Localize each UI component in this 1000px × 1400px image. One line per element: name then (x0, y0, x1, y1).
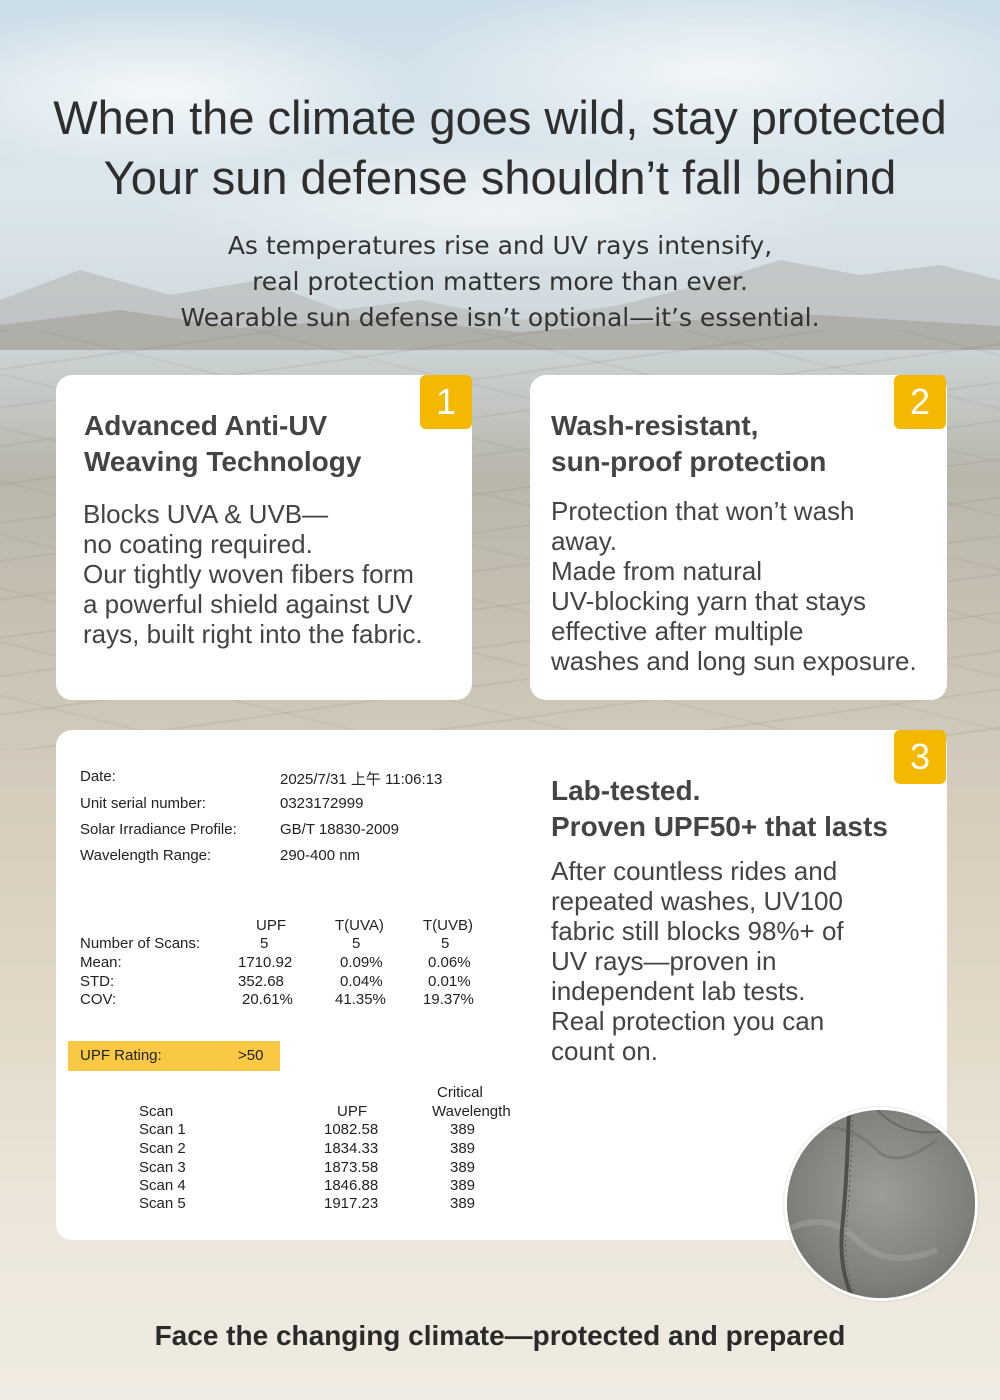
scan-upf: 1082.58 (324, 1121, 379, 1138)
scan-header: UPF (337, 1103, 367, 1120)
card-number-badge: 2 (894, 375, 946, 429)
scan-name: Scan 5 (139, 1195, 186, 1212)
report-value: 2025/7/31 上午 11:06:13 (280, 771, 443, 788)
upf-rating-highlight (68, 1041, 280, 1071)
card-body: Blocks UVA & UVB— no coating required. O… (83, 499, 423, 649)
headline-line-2: Your sun defense shouldn’t fall behind (103, 151, 897, 204)
stats-label: COV: (80, 991, 117, 1008)
stats-value: 0.04% (340, 973, 383, 990)
card-body-line: count on. (551, 1036, 658, 1066)
stats-value: 352.68 (238, 973, 284, 990)
scan-upf: 1846.88 (324, 1177, 379, 1194)
card-title: Wash-resistant, sun-proof protection (551, 408, 826, 480)
stats-value: 5 (260, 935, 269, 952)
card-number-badge: 3 (894, 730, 946, 784)
headline-line-1: When the climate goes wild, stay protect… (53, 91, 947, 144)
subheadline: As temperatures rise and UV rays intensi… (0, 228, 1000, 336)
report-value: 290-400 nm (280, 847, 361, 864)
report-label: Unit serial number: (80, 795, 206, 812)
stats-label: Mean: (80, 954, 122, 971)
subheadline-line-1: As temperatures rise and UV rays intensi… (227, 231, 773, 260)
card-body-line: independent lab tests. (551, 976, 806, 1006)
scan-header: Wavelength (432, 1103, 511, 1120)
card-body-line: fabric still blocks 98%+ of (551, 916, 844, 946)
report-value: 0323172999 (280, 795, 364, 812)
card-body-line: a powerful shield against UV (83, 589, 413, 619)
lab-test-report: Date: 2025/7/31 上午 11:06:13 Unit serial … (56, 730, 536, 1240)
subheadline-line-2: real protection matters more than ever. (252, 267, 748, 296)
report-label: Wavelength Range: (80, 847, 212, 864)
card-title-line: Lab-tested. (551, 775, 701, 806)
scan-header: Scan (139, 1103, 174, 1120)
stats-value: 5 (352, 935, 361, 952)
card-body-line: UV rays—proven in (551, 946, 777, 976)
scan-upf: 1834.33 (324, 1140, 379, 1157)
scan-name: Scan 1 (139, 1121, 186, 1138)
card-body-line: Made from natural (551, 556, 762, 586)
jacket-fabric-illustration (787, 1110, 975, 1298)
report-label: Solar Irradiance Profile: (80, 821, 237, 838)
card-body: Protection that won’t wash away. Made fr… (551, 496, 917, 676)
stats-value: 20.61% (242, 991, 293, 1008)
card-body-line: UV-blocking yarn that stays (551, 586, 867, 616)
card-title-line: Weaving Technology (84, 446, 362, 477)
stats-value: 0.09% (340, 954, 383, 971)
card-body-line: repeated washes, UV100 (551, 886, 843, 916)
scan-cw: 389 (450, 1140, 476, 1157)
scan-upf: 1917.23 (324, 1195, 379, 1212)
scan-upf: 1873.58 (324, 1159, 379, 1176)
stats-value: 19.37% (423, 991, 474, 1008)
jacket-fabric-photo (784, 1107, 978, 1301)
card-body-line: After countless rides and (551, 856, 838, 886)
card-body-line: Real protection you can (551, 1006, 825, 1036)
card-title-line: Proven UPF50+ that lasts (551, 811, 888, 842)
scan-name: Scan 4 (139, 1177, 186, 1194)
card-body-line: Blocks UVA & UVB— (83, 499, 329, 529)
card-body-line: away. (551, 526, 617, 556)
mountain-silhouette (0, 260, 1000, 350)
stats-value: 41.35% (335, 991, 386, 1008)
stats-value: 5 (441, 935, 450, 952)
stats-label: STD: (80, 973, 115, 990)
page-headline: When the climate goes wild, stay protect… (0, 88, 1000, 208)
card-title: Advanced Anti-UV Weaving Technology (84, 408, 361, 480)
scan-name: Scan 2 (139, 1140, 186, 1157)
report-label: Date: (80, 768, 116, 785)
stats-value: 1710.92 (238, 954, 293, 971)
report-value: GB/T 18830-2009 (280, 821, 399, 838)
stats-header: UPF (256, 917, 286, 934)
scan-cw: 389 (450, 1177, 476, 1194)
subheadline-line-3: Wearable sun defense isn’t optional—it’s… (180, 303, 820, 332)
card-body-line: Protection that won’t wash (551, 496, 855, 526)
feature-card-2: 2 Wash-resistant, sun-proof protection P… (530, 375, 947, 700)
card-title-line: sun-proof protection (551, 446, 827, 477)
stats-value: 0.06% (428, 954, 471, 971)
card-body-line: effective after multiple (551, 616, 804, 646)
card-title-line: Wash-resistant, (551, 410, 759, 441)
card-body-line: washes and long sun exposure. (551, 646, 917, 676)
card-title: Lab-tested. Proven UPF50+ that lasts (551, 773, 888, 845)
stats-header: T(UVA) (335, 917, 384, 934)
stats-label: Number of Scans: (80, 935, 201, 952)
feature-card-1: 1 Advanced Anti-UV Weaving Technology Bl… (56, 375, 472, 700)
upf-rating-label: UPF Rating: (80, 1047, 162, 1064)
upf-rating-value: >50 (238, 1047, 264, 1064)
scan-cw: 389 (450, 1121, 476, 1138)
footer-tagline: Face the changing climate—protected and … (154, 1320, 846, 1351)
card-title-line: Advanced Anti-UV (84, 410, 328, 441)
card-body-line: rays, built right into the fabric. (83, 619, 423, 649)
scan-name: Scan 3 (139, 1159, 186, 1176)
stats-value: 0.01% (428, 973, 471, 990)
scan-cw: 389 (450, 1159, 476, 1176)
stats-header: T(UVB) (423, 917, 473, 934)
scan-header: Critical (437, 1084, 483, 1101)
card-number-badge: 1 (420, 375, 472, 429)
scan-cw: 389 (450, 1195, 476, 1212)
card-body-line: Our tightly woven fibers form (83, 559, 414, 589)
card-body-line: no coating required. (83, 529, 313, 559)
card-body: After countless rides and repeated washe… (551, 856, 844, 1066)
